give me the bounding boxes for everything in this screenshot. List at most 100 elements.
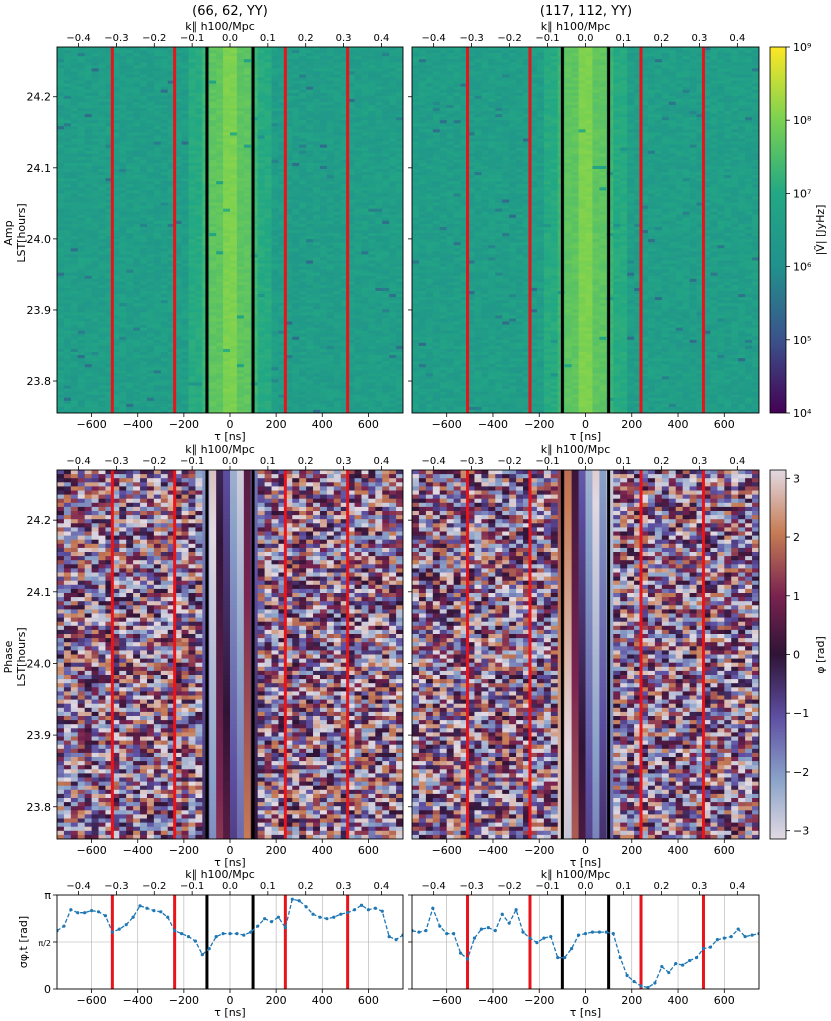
- data-point: [688, 958, 692, 963]
- x-tick-label: 0: [582, 844, 589, 857]
- x-tick-label: −400: [123, 844, 153, 857]
- colorbar-phase-tick-label: 3: [793, 472, 800, 485]
- data-point: [535, 941, 539, 945]
- data-point: [242, 933, 246, 937]
- data-point: [452, 932, 456, 936]
- top-axis-label: k∥ h100/Mpc: [185, 868, 255, 881]
- y-tick-label: 23.8: [27, 375, 52, 388]
- data-point: [528, 936, 532, 940]
- x-tick-label: 200: [621, 994, 642, 1007]
- row-label-amp: Amp: [2, 220, 15, 245]
- data-point: [186, 935, 191, 939]
- data-point: [750, 933, 754, 937]
- data-point: [576, 933, 581, 937]
- x-tick-label: 400: [312, 418, 333, 431]
- panel-amp-right: −600 −400 −200 0 200 400 600 τ [ns] −0.4 −0.3 −0.2…: [408, 20, 760, 443]
- x-axis-bottom: −600 −400 −200 0 200 400 600 τ [ns]: [432, 413, 735, 443]
- data-point: [166, 915, 170, 919]
- top-tick-label: 0.4: [373, 456, 389, 467]
- top-tick-label: 0.4: [373, 33, 389, 44]
- panel-phase-left: −600 −400 −200 0 200 400 600 τ [ns] −0.4 −0.3 −0.2…: [27, 443, 404, 869]
- x-tick-label: 600: [358, 994, 379, 1007]
- data-point: [507, 921, 511, 925]
- data-point: [83, 911, 87, 915]
- y-tick-label: 24.2: [27, 91, 52, 104]
- x-axis-label: τ [ns]: [570, 856, 601, 869]
- panel-body: [412, 895, 759, 989]
- data-point: [325, 917, 329, 921]
- data-point: [445, 932, 449, 936]
- data-point: [681, 963, 685, 967]
- x-tick-label: −400: [123, 418, 153, 431]
- x-axis-top: −0.4 −0.3 −0.2 −0.1 0.0 0.1 0.2 0.3 0.4 k∥ h100/M…: [421, 20, 745, 47]
- colorbar-amp-tick-label: 10⁸: [793, 114, 812, 127]
- x-axis-bottom: −600 −400 −200 0 200 400 600 τ [ns]: [76, 413, 379, 443]
- data-point: [200, 952, 204, 957]
- top-tick-label: −0.3: [459, 456, 483, 467]
- top-tick-label: 0.3: [691, 881, 707, 892]
- data-point: [472, 936, 477, 940]
- top-tick-label: −0.4: [421, 456, 445, 467]
- colorbar-amp-tick-label: 10⁶: [793, 261, 812, 274]
- data-point: [493, 929, 497, 933]
- title-right: (117, 112, YY): [540, 4, 632, 19]
- top-tick-label: −0.4: [66, 456, 90, 467]
- data-point: [96, 910, 101, 914]
- x-axis-label: τ [ns]: [570, 430, 601, 443]
- y-tick-label: 23.8: [27, 801, 52, 814]
- data-point: [235, 932, 239, 936]
- x-tick-label: −600: [432, 994, 462, 1007]
- x-tick-label: 200: [266, 844, 287, 857]
- x-tick-label: 200: [621, 844, 642, 857]
- x-tick-label: −600: [432, 844, 462, 857]
- x-tick-label: −400: [123, 994, 153, 1007]
- colorbar-amp-tick-label: 10⁵: [793, 334, 811, 347]
- top-tick-label: −0.1: [535, 456, 559, 467]
- top-tick-label: −0.1: [180, 456, 204, 467]
- colorbar-phase-tick-label: 1: [793, 590, 800, 603]
- data-point: [556, 955, 560, 960]
- data-point: [387, 935, 391, 939]
- y-tick-label: 24.2: [27, 514, 52, 527]
- x-axis-bottom: −600 −400 −200 0 200 400 600 τ [ns]: [76, 989, 379, 1019]
- row-label-phase: Phase: [2, 640, 15, 673]
- x-axis-bottom: −600 −400 −200 0 200 400 600 τ [ns]: [432, 989, 735, 1019]
- colorbar-phase-tick-label: −2: [793, 766, 809, 779]
- y-tick-label: 23.9: [27, 729, 52, 742]
- y-axis-label: σφ,t [rad]: [17, 916, 30, 968]
- top-tick-label: 0.2: [298, 456, 314, 467]
- x-tick-label: 400: [668, 418, 689, 431]
- data-point: [173, 929, 177, 933]
- data-point: [214, 935, 218, 939]
- x-axis-bottom: −600 −400 −200 0 200 400 600 τ [ns]: [76, 839, 379, 869]
- panel-amp-left: −600 −400 −200 0 200 400 600 τ [ns] −0.4 −0.3 −0.2…: [27, 20, 404, 443]
- y-axis: 0 π/2 π σφ,t [rad]: [17, 889, 57, 996]
- x-tick-label: 600: [358, 418, 379, 431]
- top-axis-label: k∥ h100/Mpc: [541, 868, 611, 881]
- x-tick-label: −400: [478, 844, 508, 857]
- data-point: [653, 981, 657, 985]
- top-tick-label: −0.4: [421, 33, 445, 44]
- top-axis-label: k∥ h100/Mpc: [541, 443, 611, 456]
- x-tick-label: −400: [478, 418, 508, 431]
- top-axis-label: k∥ h100/Mpc: [185, 20, 255, 33]
- colorbar-amp: 10⁹ 10⁸ 10⁷ 10⁶ 10⁵ 10⁴ |Ṽ| [JyHz]: [769, 41, 827, 420]
- x-axis-label: τ [ns]: [214, 856, 245, 869]
- y-tick-label: π: [44, 889, 51, 902]
- top-tick-label: 0.2: [653, 881, 669, 892]
- top-tick-label: −0.2: [497, 33, 521, 44]
- data-point: [145, 906, 149, 910]
- data-point: [729, 935, 733, 939]
- x-tick-label: 0: [227, 418, 234, 431]
- data-point: [276, 915, 281, 919]
- data-point: [318, 915, 322, 919]
- top-tick-label: 0.2: [653, 33, 669, 44]
- data-point: [521, 930, 525, 934]
- data-point: [269, 920, 274, 924]
- data-point: [380, 909, 384, 913]
- data-point: [62, 924, 66, 928]
- top-tick-label: 0.0: [578, 881, 594, 892]
- data-point: [660, 964, 664, 969]
- data-point: [701, 947, 706, 951]
- data-point: [736, 927, 740, 931]
